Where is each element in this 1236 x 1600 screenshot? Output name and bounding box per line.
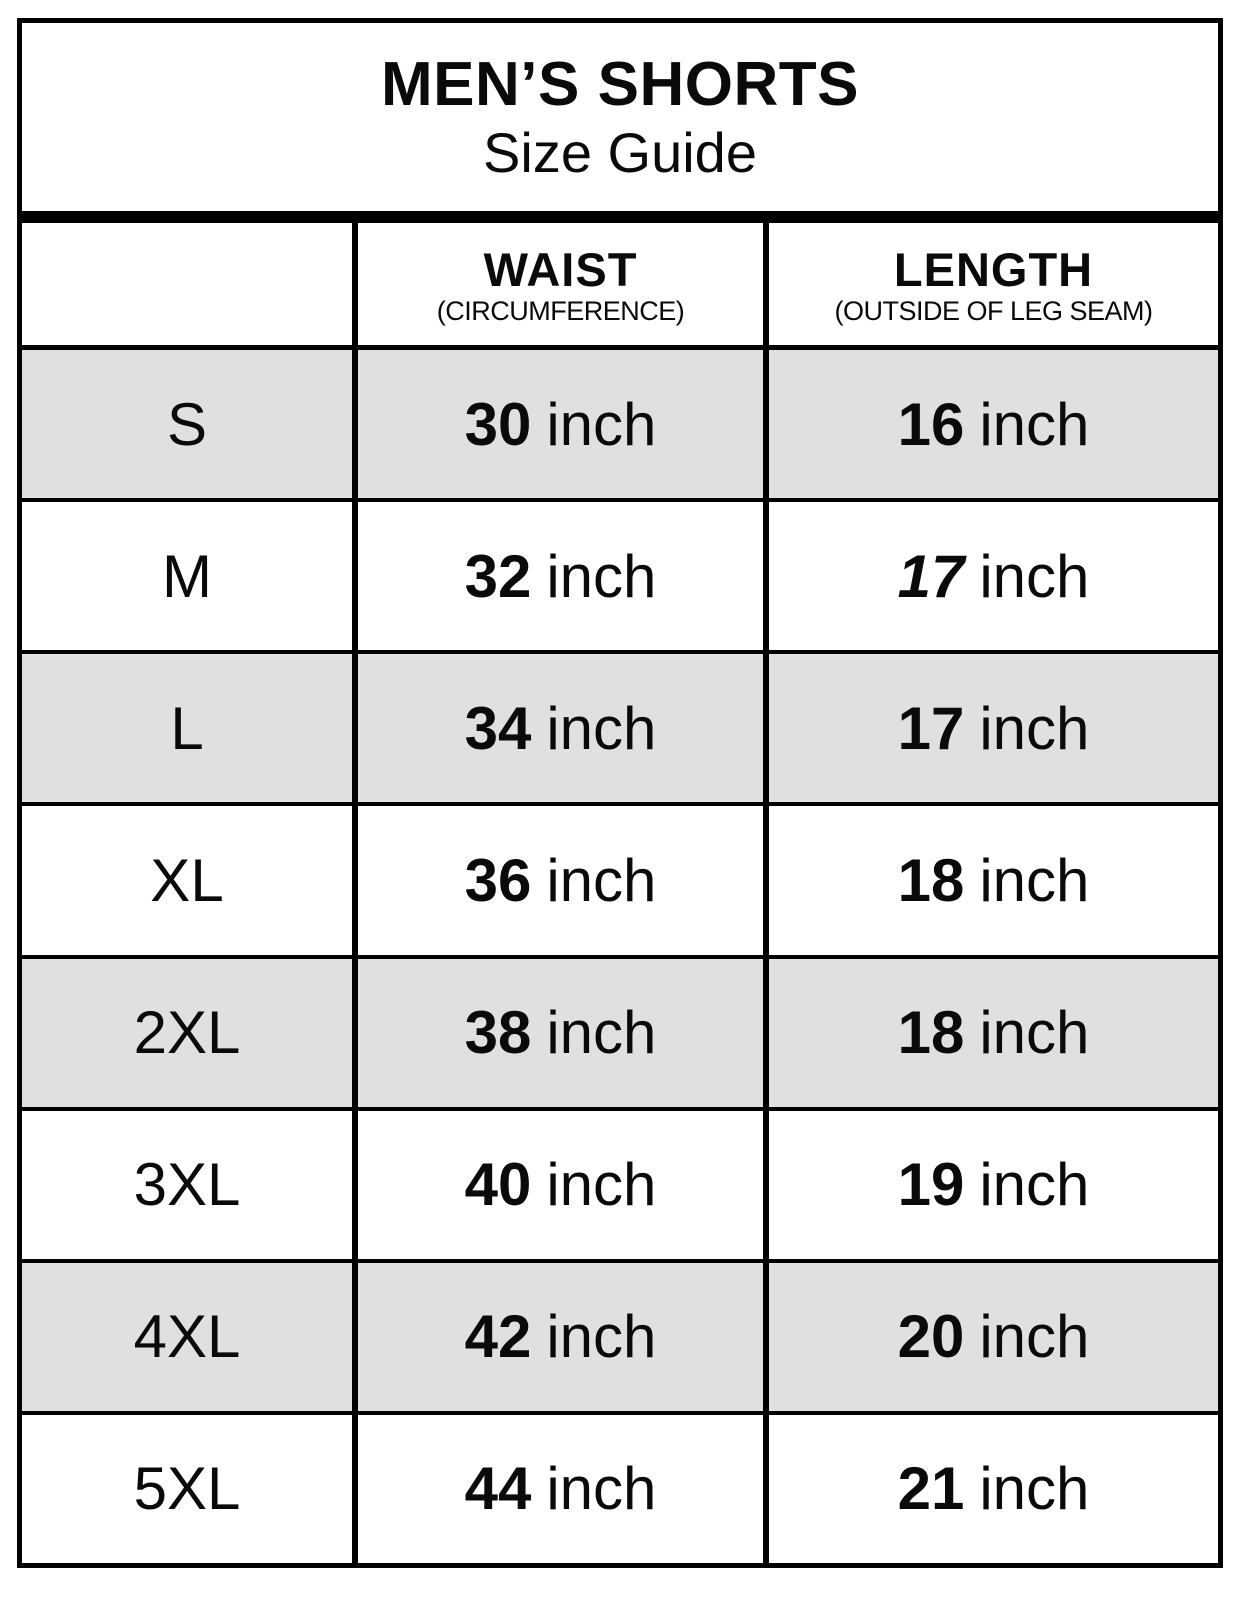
size-label: 2XL [133,999,241,1067]
waist-unit: inch [546,1151,657,1219]
length-value: 18 inch [763,806,1218,955]
table-row: M 32 inch 17 inch [22,498,1218,651]
length-column-sublabel: (OUTSIDE OF LEG SEAM) [834,295,1153,326]
length-unit: inch [979,999,1090,1067]
waist-value: 38 inch [352,958,763,1107]
size-label: M [162,542,212,610]
length-number: 19 [897,1151,965,1219]
waist-value: 44 inch [352,1414,763,1563]
length-number: 17 [897,694,965,762]
length-value: 17 inch [763,502,1218,651]
length-number: 17 [897,542,965,610]
table-row: 5XL 44 inch 21 inch [22,1410,1218,1563]
waist-number: 38 [464,999,532,1067]
size-label: S [166,390,208,458]
table-header-row: WAIST (CIRCUMFERENCE) LENGTH (OUTSIDE OF… [22,223,1218,345]
waist-unit: inch [546,694,657,762]
table-row: XL 36 inch 18 inch [22,802,1218,955]
length-value: 16 inch [763,350,1218,499]
waist-number: 40 [464,1151,532,1219]
length-unit: inch [979,1151,1090,1219]
table-row: S 30 inch 16 inch [22,345,1218,499]
waist-unit: inch [546,999,657,1067]
waist-value: 42 inch [352,1262,763,1411]
length-number: 20 [897,1303,965,1371]
waist-unit: inch [546,542,657,610]
header-cell-waist: WAIST (CIRCUMFERENCE) [352,223,763,345]
length-value: 19 inch [763,1110,1218,1259]
length-number: 18 [897,999,965,1067]
waist-number: 36 [464,846,532,914]
size-label: 3XL [133,1151,241,1219]
length-number: 18 [897,846,965,914]
waist-number: 42 [464,1303,532,1371]
table-row: 3XL 40 inch 19 inch [22,1106,1218,1259]
waist-number: 32 [464,542,532,610]
length-value: 20 inch [763,1262,1218,1411]
size-label: XL [150,846,224,914]
header-cell-length: LENGTH (OUTSIDE OF LEG SEAM) [763,223,1218,345]
length-unit: inch [979,694,1090,762]
table-row: 4XL 42 inch 20 inch [22,1258,1218,1411]
waist-column-label: WAIST [483,243,638,297]
length-value: 18 inch [763,958,1218,1107]
size-guide-table: MEN’S SHORTS Size Guide WAIST (CIRCUMFER… [17,18,1223,1568]
length-number: 21 [897,1455,965,1523]
length-unit: inch [979,542,1090,610]
waist-value: 40 inch [352,1110,763,1259]
chart-title: MEN’S SHORTS [381,49,859,119]
waist-unit: inch [546,1303,657,1371]
waist-column-sublabel: (CIRCUMFERENCE) [436,295,685,326]
length-number: 16 [897,390,965,458]
waist-value: 32 inch [352,502,763,651]
waist-number: 34 [464,694,532,762]
waist-unit: inch [546,390,657,458]
size-label: 5XL [133,1455,241,1523]
table-row: 2XL 38 inch 18 inch [22,954,1218,1107]
table-body: S 30 inch 16 inch M 32 inch 17 inch L 34 inch… [22,345,1218,1563]
waist-value: 30 inch [352,350,763,499]
length-value: 17 inch [763,654,1218,803]
length-value: 21 inch [763,1414,1218,1563]
length-unit: inch [979,846,1090,914]
waist-unit: inch [546,846,657,914]
length-unit: inch [979,390,1090,458]
waist-unit: inch [546,1455,657,1523]
table-row: L 34 inch 17 inch [22,650,1218,803]
waist-value: 36 inch [352,806,763,955]
length-column-label: LENGTH [893,243,1094,297]
chart-title-block: MEN’S SHORTS Size Guide [22,23,1218,223]
waist-number: 30 [464,390,532,458]
waist-value: 34 inch [352,654,763,803]
chart-subtitle: Size Guide [483,120,757,184]
header-cell-empty [22,223,352,345]
size-label: 4XL [133,1303,241,1371]
waist-number: 44 [464,1455,532,1523]
length-unit: inch [979,1455,1090,1523]
size-label: L [170,694,204,762]
length-unit: inch [979,1303,1090,1371]
